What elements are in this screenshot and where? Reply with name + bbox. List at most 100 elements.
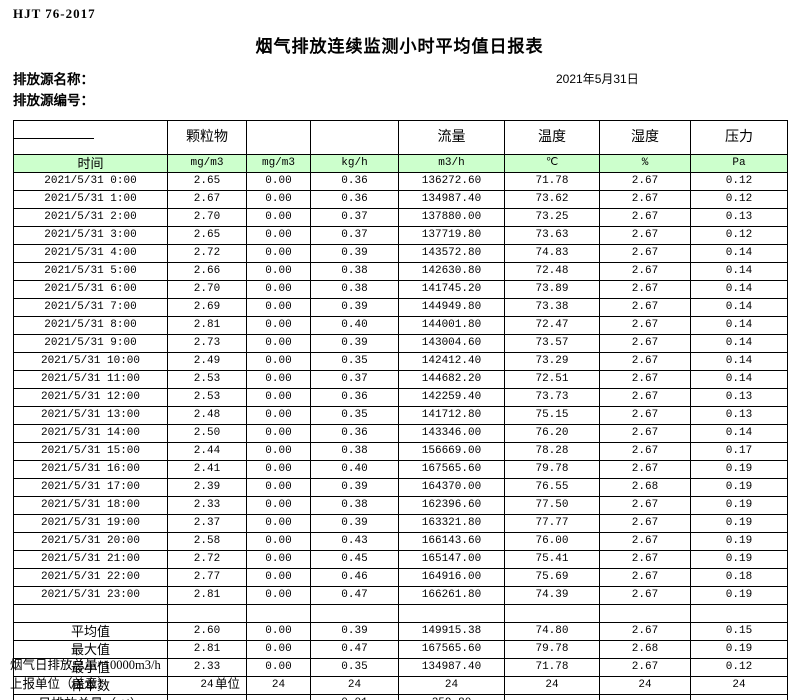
summary-value-cell — [167, 694, 247, 700]
summary-value-cell — [246, 694, 311, 700]
data-cell: 2.67 — [599, 442, 691, 461]
data-cell: 0.36 — [310, 388, 399, 407]
data-cell: 0.18 — [690, 568, 788, 587]
summary-value-cell: 2.67 — [599, 658, 691, 677]
data-cell: 2.67 — [599, 424, 691, 443]
data-cell: 0.00 — [246, 208, 311, 227]
summary-value-cell: 79.78 — [504, 640, 600, 659]
source-name-label: 排放源名称： — [13, 72, 94, 87]
table-row: 2021/5/31 22:00 2.77 0.00 0.46 164916.00 75.6… — [13, 568, 788, 587]
data-cell: 0.46 — [310, 568, 399, 587]
summary-value-cell: 2.67 — [599, 622, 691, 641]
summary-value-cell — [504, 694, 600, 700]
summary-row: 最小值 2.33 0.00 0.35 134987.40 71.78 2.67 0.12 — [13, 658, 788, 677]
source-number-label: 排放源编号： — [13, 93, 94, 108]
table-row: 2021/5/31 17:00 2.39 0.00 0.39 164370.00 76.5… — [13, 478, 788, 497]
blank-cell — [690, 604, 788, 623]
param-header-cell — [310, 120, 399, 155]
data-cell: 2.49 — [167, 352, 247, 371]
report-date: 2021年5月31日 — [556, 72, 639, 86]
footnote-reporting-unit: 上报单位（盖章） — [10, 677, 111, 691]
data-cell: 0.36 — [310, 172, 399, 191]
param-header-row: 颗粒物 流量 温度 湿度 压力 — [13, 120, 788, 155]
summary-value-cell: 2.60 — [167, 622, 247, 641]
data-cell: 2.77 — [167, 568, 247, 587]
time-cell: 2021/5/31 3:00 — [13, 226, 168, 245]
param-header-cell: 流量 — [398, 120, 505, 155]
data-cell: 0.37 — [310, 208, 399, 227]
data-cell: 2.67 — [599, 568, 691, 587]
data-cell: 141745.20 — [398, 280, 505, 299]
data-cell: 164916.00 — [398, 568, 505, 587]
summary-value-cell: 0.19 — [690, 640, 788, 659]
time-cell: 2021/5/31 15:00 — [13, 442, 168, 461]
data-cell: 2.73 — [167, 334, 247, 353]
data-cell: 2.68 — [599, 478, 691, 497]
data-cell: 2.72 — [167, 550, 247, 569]
time-cell: 2021/5/31 12:00 — [13, 388, 168, 407]
time-cell: 2021/5/31 18:00 — [13, 496, 168, 515]
unit-header-cell: mg/m3 — [246, 154, 311, 173]
data-cell: 0.14 — [690, 352, 788, 371]
data-cell: 0.38 — [310, 442, 399, 461]
summary-value-cell — [599, 694, 691, 700]
summary-value-cell: 167565.60 — [398, 640, 505, 659]
table-row: 2021/5/31 6:00 2.70 0.00 0.38 141745.20 73.89… — [13, 280, 788, 299]
time-cell: 2021/5/31 22:00 — [13, 568, 168, 587]
table-row: 2021/5/31 8:00 2.81 0.00 0.40 144001.80 72.47… — [13, 316, 788, 335]
data-cell: 136272.60 — [398, 172, 505, 191]
summary-value-cell: 149915.38 — [398, 622, 505, 641]
param-header-cell: 压力 — [690, 120, 788, 155]
data-cell: 2.67 — [599, 280, 691, 299]
data-cell: 2.65 — [167, 172, 247, 191]
data-cell: 2.41 — [167, 460, 247, 479]
time-cell: 2021/5/31 2:00 — [13, 208, 168, 227]
data-cell: 0.00 — [246, 424, 311, 443]
corner-header-cell — [13, 120, 168, 155]
time-cell: 2021/5/31 8:00 — [13, 316, 168, 335]
blank-cell — [504, 604, 600, 623]
data-cell: 2.67 — [599, 226, 691, 245]
summary-value-cell: 0.39 — [310, 622, 399, 641]
data-cell: 75.41 — [504, 550, 600, 569]
data-cell: 0.17 — [690, 442, 788, 461]
data-cell: 2.33 — [167, 496, 247, 515]
summary-value-cell: 2.68 — [599, 640, 691, 659]
data-cell: 0.13 — [690, 406, 788, 425]
data-cell: 163321.80 — [398, 514, 505, 533]
summary-value-cell: 0.12 — [690, 658, 788, 677]
summary-value-cell: 24 — [398, 676, 505, 695]
data-cell: 0.00 — [246, 442, 311, 461]
data-cell: 2.44 — [167, 442, 247, 461]
data-cell: 76.00 — [504, 532, 600, 551]
unit-header-cell: m3/h — [398, 154, 505, 173]
standard-code: HJT 76-2017 — [13, 6, 96, 21]
summary-value-cell: 0.00 — [246, 622, 311, 641]
data-cell: 2.67 — [599, 334, 691, 353]
table-row: 2021/5/31 5:00 2.66 0.00 0.38 142630.80 72.48… — [13, 262, 788, 281]
data-cell: 0.19 — [690, 586, 788, 605]
table-row: 2021/5/31 14:00 2.50 0.00 0.36 143346.00 76.2… — [13, 424, 788, 443]
summary-value-cell: 24 — [504, 676, 600, 695]
data-cell: 0.19 — [690, 460, 788, 479]
data-cell: 142630.80 — [398, 262, 505, 281]
data-cell: 73.57 — [504, 334, 600, 353]
data-cell: 143004.60 — [398, 334, 505, 353]
time-cell: 2021/5/31 21:00 — [13, 550, 168, 569]
data-cell: 142412.40 — [398, 352, 505, 371]
data-cell: 0.12 — [690, 172, 788, 191]
data-cell: 2.66 — [167, 262, 247, 281]
data-cell: 72.51 — [504, 370, 600, 389]
data-cell: 144949.80 — [398, 298, 505, 317]
report-table: 颗粒物 流量 温度 湿度 压力 时间 mg/m3 mg/m3 kg/h m3/h ℃% Pa 2021/… — [13, 120, 788, 700]
data-cell: 0.12 — [690, 226, 788, 245]
data-cell: 2.53 — [167, 388, 247, 407]
data-cell: 0.00 — [246, 478, 311, 497]
data-cell: 2.67 — [599, 370, 691, 389]
data-cell: 0.45 — [310, 550, 399, 569]
data-cell: 0.14 — [690, 334, 788, 353]
data-cell: 142259.40 — [398, 388, 505, 407]
table-row: 2021/5/31 18:00 2.33 0.00 0.38 162396.60 77.5… — [13, 496, 788, 515]
data-cell: 0.47 — [310, 586, 399, 605]
summary-value-cell: 0.01 — [310, 694, 399, 700]
